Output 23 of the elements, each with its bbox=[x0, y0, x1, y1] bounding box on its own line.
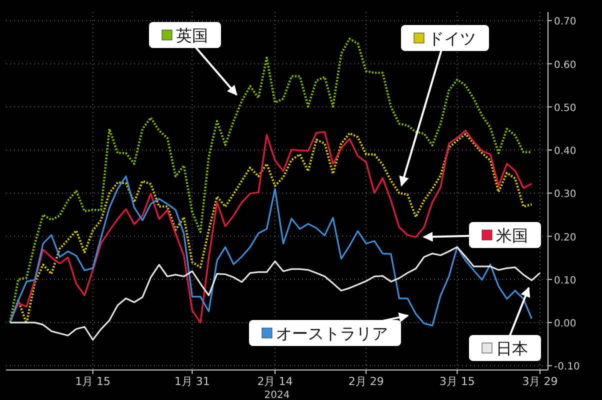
line-series bbox=[9, 246, 541, 341]
legend-label: 日本 bbox=[496, 339, 528, 358]
x-axis-title: 2024 bbox=[264, 390, 290, 400]
x-tick-label: 2月 14 bbox=[257, 375, 293, 388]
y-tick-label: 0.70 bbox=[554, 16, 576, 28]
y-tick-label: 0.60 bbox=[554, 60, 576, 71]
x-tick-label: 3月 29 bbox=[522, 375, 558, 388]
y-tick-label: 0.40 bbox=[554, 146, 576, 158]
legend-label: ドイツ bbox=[428, 29, 476, 48]
x-tick-label: 3月 15 bbox=[439, 375, 475, 388]
legend-label: オーストラリア bbox=[276, 324, 388, 343]
y-tick-label: 0.20 bbox=[554, 232, 576, 244]
legend-label: 英国 bbox=[176, 26, 208, 45]
y-tick-label: -0.10 bbox=[554, 362, 580, 373]
x-tick-label: 1月 31 bbox=[174, 375, 210, 388]
x-tick-label: 2月 29 bbox=[348, 375, 384, 388]
y-tick-label: 0.30 bbox=[554, 189, 576, 200]
x-tick-label: 1月 15 bbox=[75, 375, 111, 388]
y-tick-label: 0.00 bbox=[554, 318, 576, 330]
legend-label: 米国 bbox=[496, 226, 528, 245]
y-tick-label: 0.50 bbox=[554, 102, 576, 114]
y-tick-label: 0.10 bbox=[554, 275, 576, 286]
line-series bbox=[9, 176, 533, 326]
